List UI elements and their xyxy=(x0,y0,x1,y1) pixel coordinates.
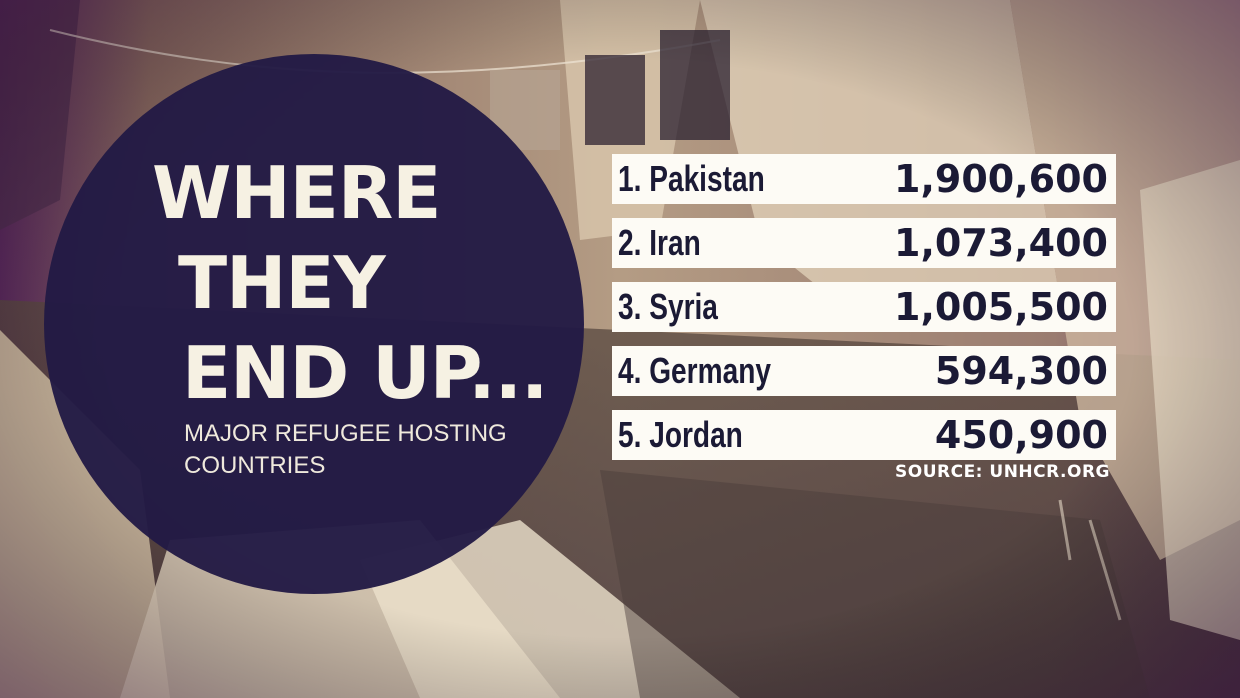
subtitle-line-2: COUNTRIES xyxy=(184,452,326,479)
subtitle: MAJOR REFUGEE HOSTING COUNTRIES xyxy=(184,418,544,482)
refugee-count: 450,900 xyxy=(934,413,1108,457)
refugee-count: 1,005,500 xyxy=(894,285,1108,329)
source-credit: SOURCE: UNHCR.ORG xyxy=(895,462,1110,482)
subtitle-line-1: MAJOR REFUGEE HOSTING xyxy=(184,420,507,447)
headline-line-2: THEY xyxy=(178,241,386,325)
ranking-row: 1. Pakistan 1,900,600 xyxy=(612,154,1116,204)
country-label: 4. Germany xyxy=(618,350,771,391)
country-label: 2. Iran xyxy=(618,222,701,263)
headline-line-3: END UP... xyxy=(182,331,548,415)
ranking-row: 4. Germany 594,300 xyxy=(612,346,1116,396)
ranking-row: 3. Syria 1,005,500 xyxy=(612,282,1116,332)
ranking-row: 5. Jordan 450,900 xyxy=(612,410,1116,460)
ranking-table: 1. Pakistan 1,900,600 2. Iran 1,073,400 … xyxy=(612,154,1116,474)
refugee-count: 1,900,600 xyxy=(894,157,1108,201)
refugee-count: 1,073,400 xyxy=(894,221,1108,265)
ranking-row: 2. Iran 1,073,400 xyxy=(612,218,1116,268)
headline-line-1: WHERE xyxy=(152,151,441,235)
headline-circle xyxy=(44,54,584,594)
headline: WHERE THEY END UP... xyxy=(152,148,592,418)
refugee-count: 594,300 xyxy=(934,349,1108,393)
country-label: 1. Pakistan xyxy=(618,158,765,199)
country-label: 5. Jordan xyxy=(618,414,743,455)
country-label: 3. Syria xyxy=(618,286,718,327)
